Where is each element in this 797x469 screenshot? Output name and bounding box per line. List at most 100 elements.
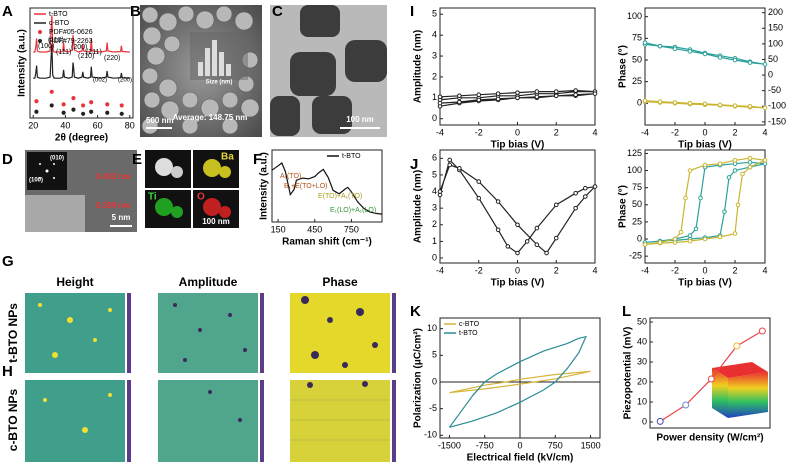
hrtem-image: (010) (100) 0.402 nm 0.399 nm 5 nm [25,150,137,232]
x-tick-label: 1500 [581,440,601,450]
y2-tick-label: 0 [768,69,773,79]
panel-label: B [130,3,141,20]
y-tick-label: 5 [432,169,437,179]
chart: -4 -2 0 2 4 0 25 50 75 100 -150 -100 -50 0 50 100 150 200… [618,7,786,151]
x-tick-label: -4 [436,127,444,137]
data-point [672,100,678,105]
data-point [81,111,86,116]
data-point [553,202,559,208]
tem-image: 100 nm [270,5,387,137]
data-point [61,102,66,107]
data-point [553,93,559,99]
data-point [732,168,738,173]
y-tick-label: 10 [637,396,647,406]
y-axis-label: Intensity (a.u.) [17,29,28,97]
data-point [437,94,443,100]
data-point [762,105,768,111]
panel-label: G [2,253,14,270]
data-point [657,240,663,245]
data-point [81,103,86,108]
x-tick-label: 750 [344,224,359,234]
y-tick-label: 0 [432,376,437,386]
data-point [573,92,578,98]
data-point [642,242,648,247]
y-tick-label: 50 [632,54,642,64]
eds-maps: Ba Ti O 100 nm [145,150,239,228]
y-tick-label: 40 [637,336,647,346]
y-tick-label: 4 [432,186,437,196]
data-point [457,93,462,99]
y-tick-label: 100 [627,11,642,21]
data-point [687,49,693,54]
zone-label: (100) [29,178,43,184]
data-point [747,160,753,165]
legend-swatch [38,39,42,43]
d-spacing: 0.399 nm [96,201,130,210]
y-tick-label: 75 [632,182,642,192]
data-point [457,99,462,105]
inset-axis-label: Size (nm) [206,80,233,86]
data-point [457,165,462,171]
x-tick-label: 0 [515,265,520,275]
data-point [762,157,768,163]
legend-label: t-BTO [342,153,361,160]
y2-tick-label: 100 [768,38,783,48]
chart: -4 -2 0 2 4 -25 0 25 50 75 100 125 Tip bias (V) Phase… [618,148,768,289]
data-point [105,110,110,115]
plot-frame [439,7,596,126]
x-tick-label: 60 [93,120,103,130]
chart: 20 40 60 80 2θ (degree) Intensity (a.u.) t-BTO… [17,7,135,144]
x-tick-label: 4 [762,127,767,137]
data-point [732,231,738,236]
legend-label: PDF#05-0626 [49,29,93,36]
panel-label: D [2,151,13,168]
annotation: (200) [118,78,132,84]
data-point [683,195,688,201]
y-tick-label: -10 [424,430,437,440]
y-axis-label: Phase (°) [618,185,629,228]
data-point [505,244,511,249]
data-point [747,155,753,161]
x-axis-label: Power density (W/cm²) [656,433,763,444]
x-tick-label: -4 [641,127,649,137]
annotation: (210) [78,53,94,60]
panel-label: F [253,151,262,168]
chart: -1500 -750 0 750 1500 -10 -5 0 5 10 Electrical fie… [413,317,601,464]
data-point [740,171,745,177]
data-point [515,222,520,228]
y-tick-label: 5 [432,350,437,360]
data-point [735,202,741,208]
sem-image: Size (nm) Average: 148.75 nm 500 nm [140,5,262,137]
scale-label: 100 nm [346,115,374,124]
x-tick-label: 450 [307,224,322,234]
annotation: E(TO)+A₁(TO) [318,193,362,200]
column-title: Amplitude [179,275,238,289]
y-tick-label: 0 [432,113,437,123]
data-point [495,96,501,102]
x-tick-label: 2 [732,265,737,275]
data-point [495,91,501,96]
data-point [682,401,690,409]
x-tick-label: 0 [702,265,707,275]
plot-frame [271,149,383,223]
inset-cube [712,362,768,418]
annotation: (100) [38,43,54,50]
x-tick-label: -4 [641,265,649,275]
data-point [71,107,76,112]
x-tick-label: 0 [515,127,520,137]
data-point [732,103,738,108]
x-axis-label: 2θ (degree) [55,133,108,144]
x-tick-label: 4 [592,127,597,137]
data-point [534,94,540,100]
data-point [592,184,598,189]
data-point [71,95,76,101]
x-tick-label: 80 [125,120,135,130]
data-point [702,51,708,57]
data-point [447,162,452,168]
data-point [733,342,741,350]
data-point [672,46,678,52]
y-tick-label: 25 [632,216,642,226]
y2-tick-label: -150 [768,116,786,126]
y-tick-label: 4 [432,30,437,40]
y-tick-label: 6 [432,153,437,163]
